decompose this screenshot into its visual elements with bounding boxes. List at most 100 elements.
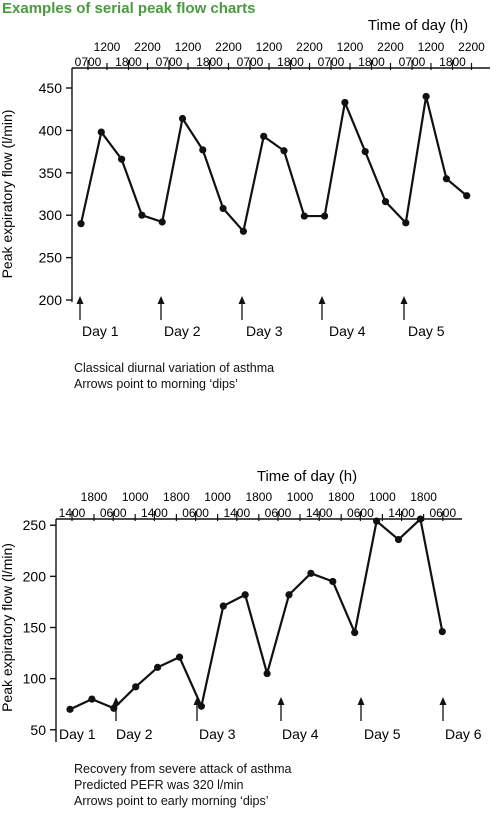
chart2-data-point: [88, 695, 96, 703]
chart2-lower-tick-label: 0600: [100, 506, 127, 520]
chart1-data-point: [280, 147, 288, 155]
chart1-top-axis-title: Time of day (h): [368, 17, 468, 34]
chart1-data-point: [260, 132, 268, 140]
chart2-series-line: [69, 517, 444, 711]
chart1-dip-arrowhead: [238, 296, 246, 304]
chart2-caption-line-2: Predicted PEFR was 320 l/min: [74, 778, 244, 792]
chart2-lower-tick-label: 0600: [182, 506, 209, 520]
chart2-day-label: Day 5: [364, 726, 401, 742]
chart2-upper-tick-label: 1000: [204, 490, 231, 504]
chart1-data-point: [300, 212, 308, 220]
chart2-dip-arrowhead: [112, 697, 120, 705]
chart2-dip-arrowhead: [277, 697, 285, 705]
chart1-data-point: [178, 114, 187, 123]
chart1-lower-tick-label: 0700: [237, 55, 264, 69]
chart1-day-label: Day 3: [246, 323, 283, 339]
chart1-upper-tick-label: 2200: [215, 40, 242, 54]
chart1-dip-arrowhead: [400, 296, 408, 304]
chart2-y-tick-label: 100: [23, 671, 47, 687]
chart1-upper-tick-label: 2200: [377, 40, 404, 54]
chart1-data-point: [77, 220, 85, 228]
chart1-dip-arrowhead: [157, 296, 165, 304]
chart1-data-point: [138, 211, 146, 219]
chart1-upper-tick-label: 1200: [337, 40, 364, 54]
chart2-caption-line-1: Recovery from severe attack of asthma: [74, 762, 292, 776]
chart2-data-point: [241, 591, 249, 599]
chart2-y-tick-label: 50: [30, 722, 46, 738]
chart1-dip-arrowhead: [318, 296, 326, 304]
chart1-day-label: Day 4: [329, 323, 366, 339]
chart1-lower-tick-label: 0700: [318, 55, 345, 69]
chart2-data-point: [132, 683, 140, 691]
chart2-data-point: [285, 591, 293, 599]
page-title: Examples of serial peak flow charts: [2, 0, 256, 17]
chart2-y-axis-label: Peak expiratory flow (l/min): [0, 543, 15, 712]
chart2-dip-arrowhead: [439, 697, 447, 705]
chart1-y-tick-label: 450: [39, 80, 63, 96]
chart2-lower-tick-label: 1400: [59, 506, 86, 520]
chart2-lower-tick-label: 1400: [306, 506, 333, 520]
chart2-upper-tick-label: 1000: [369, 490, 396, 504]
chart1-day-label: Day 1: [82, 323, 119, 339]
chart1-upper-tick-label: 2200: [296, 40, 323, 54]
chart2-day-label: Day 1: [59, 726, 96, 742]
chart1-caption-line-1: Classical diurnal variation of asthma: [74, 361, 275, 375]
chart2-day-label: Day 2: [116, 726, 153, 742]
chart2-caption-line-3: Arrows point to early morning ‘dips’: [74, 794, 269, 808]
chart2-day-label: Day 6: [445, 726, 482, 742]
chart2-y-tick-label: 200: [23, 568, 47, 584]
chart1-caption-line-2: Arrows point to morning ‘dips’: [74, 377, 238, 391]
chart1-data-point: [199, 146, 207, 154]
chart1-data-point: [341, 98, 349, 107]
chart1-data-point: [442, 175, 450, 183]
chart1-data-point: [219, 204, 227, 213]
chart2-upper-tick-label: 1800: [163, 490, 190, 504]
chart1-y-tick-label: 400: [39, 122, 63, 138]
chart2-y-tick-label: 250: [23, 517, 47, 533]
chart1-day-label: Day 5: [408, 323, 445, 339]
chart2-y-tick-label: 150: [23, 620, 47, 636]
chart1-data-point: [239, 227, 247, 235]
chart2-lower-tick-label: 0600: [265, 506, 292, 520]
chart1-lower-tick-label: 0700: [156, 55, 183, 69]
chart2-data-point: [307, 569, 315, 577]
chart1-lower-tick-label: 1800: [196, 55, 223, 69]
chart2-upper-tick-label: 1800: [81, 490, 108, 504]
chart2-data-point: [66, 705, 74, 713]
chart2-lower-tick-label: 0600: [429, 506, 456, 520]
chart1-data-point: [97, 128, 105, 136]
chart2-data-point: [373, 517, 381, 525]
chart2-data-point: [351, 629, 359, 637]
chart1-lower-tick-label: 0700: [75, 55, 102, 69]
chart1-lower-tick-label: 1800: [358, 55, 385, 69]
chart1-y-tick-label: 300: [39, 207, 63, 223]
chart2-data-point: [394, 535, 403, 544]
chart2-data-point: [219, 602, 227, 610]
chart1-day-label: Day 2: [164, 323, 201, 339]
chart2-data-point: [154, 663, 162, 671]
chart1-lower-tick-label: 0700: [399, 55, 426, 69]
chart2-dip-arrowhead: [357, 697, 365, 705]
chart1-data-point: [321, 212, 329, 220]
chart1-data-point: [422, 92, 430, 101]
chart1-upper-tick-label: 1200: [256, 40, 283, 54]
chart2-data-point: [329, 577, 337, 586]
chart1-data-point: [118, 155, 126, 163]
chart2-lower-tick-label: 1400: [141, 506, 168, 520]
chart2-lower-tick-label: 0600: [347, 506, 374, 520]
chart2-data-point: [263, 669, 271, 678]
chart1-y-tick-label: 200: [39, 292, 63, 308]
chart1-data-point: [402, 219, 410, 227]
chart2-top-axis-title: Time of day (h): [257, 468, 357, 485]
chart2-upper-tick-label: 1000: [287, 490, 314, 504]
chart1-y-tick-label: 350: [39, 165, 63, 181]
chart1-dip-arrowhead: [76, 296, 84, 304]
chart1-upper-tick-label: 1200: [418, 40, 445, 54]
chart1-upper-tick-label: 1200: [94, 40, 121, 54]
chart1-upper-tick-label: 1200: [175, 40, 202, 54]
chart2-caption: Recovery from severe attack of asthma Pr…: [74, 761, 291, 809]
chart1-lower-tick-label: 1800: [277, 55, 304, 69]
chart2-upper-tick-label: 1800: [328, 490, 355, 504]
chart1-y-axis-label: Peak expiratory flow (l/min): [0, 110, 15, 279]
